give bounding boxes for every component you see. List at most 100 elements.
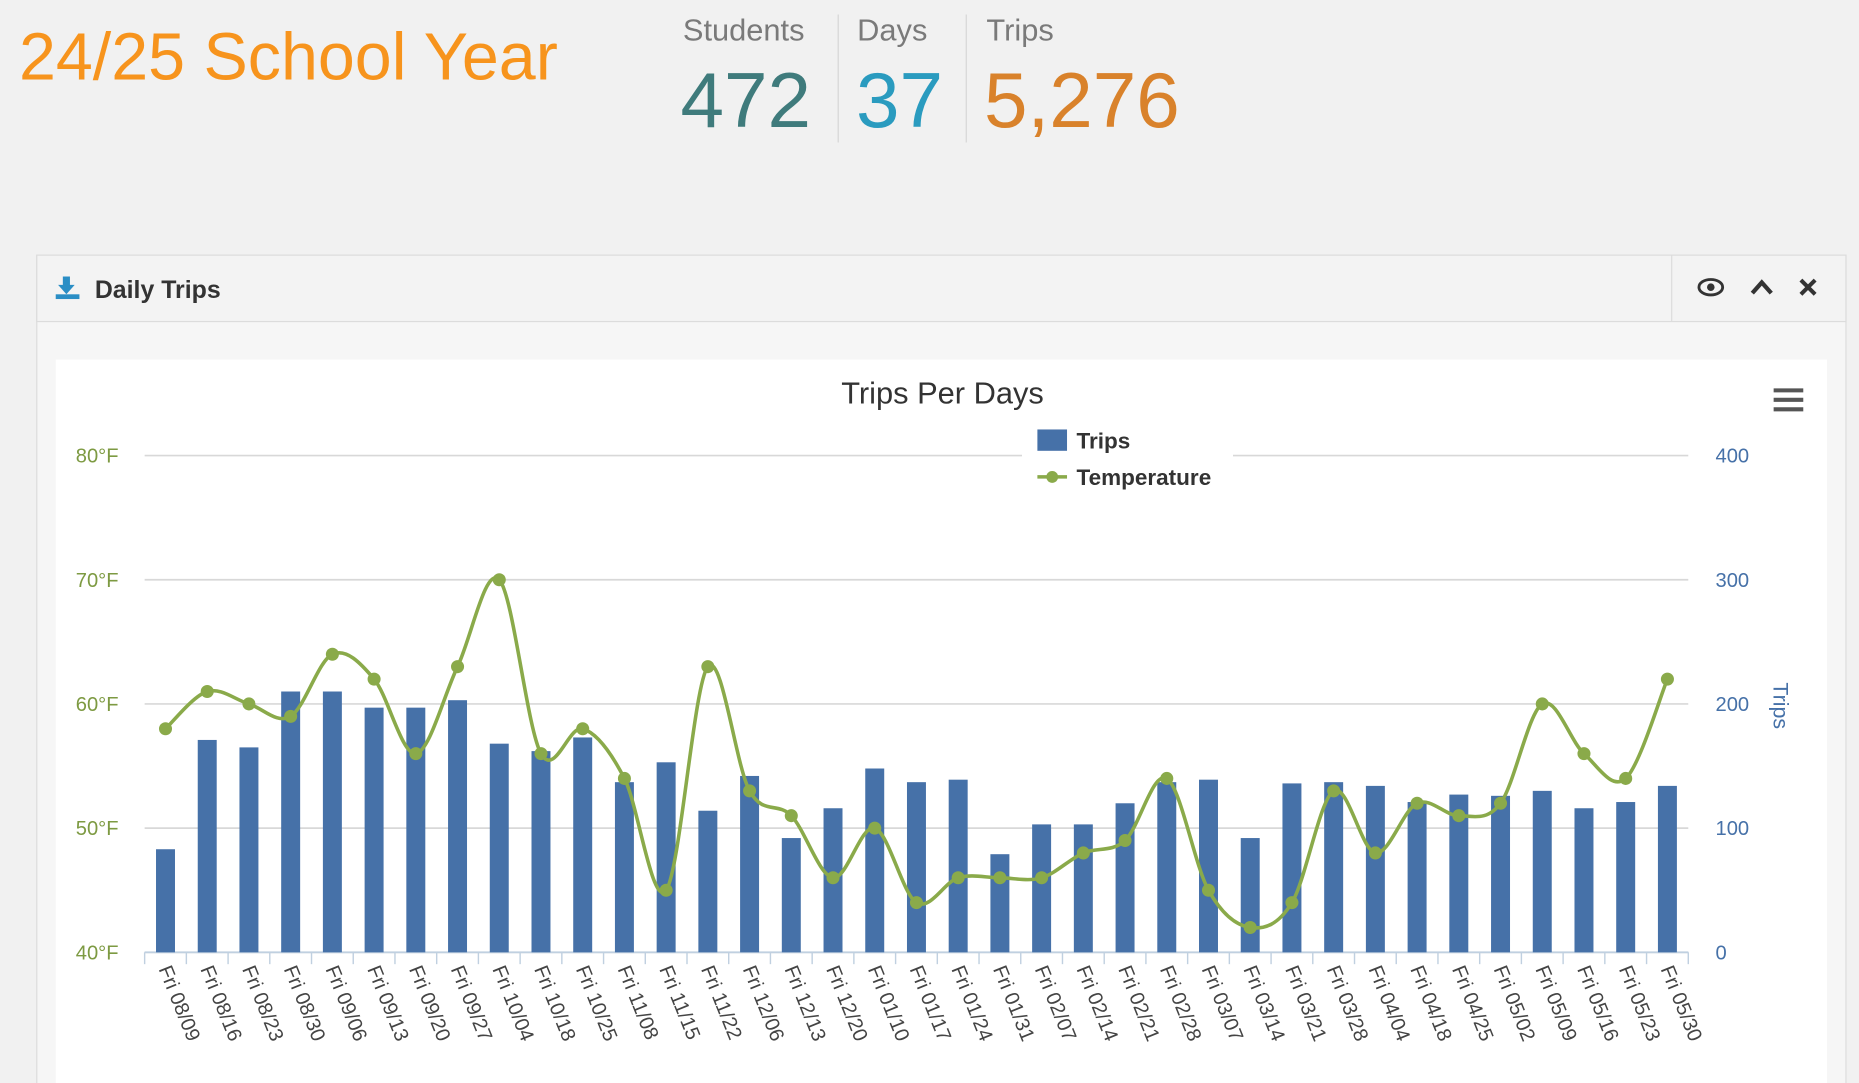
- bar: [448, 700, 468, 953]
- y-tick-label: 40°F: [76, 942, 119, 964]
- point: [951, 871, 965, 885]
- y-tick-label: 70°F: [76, 570, 119, 592]
- point: [451, 660, 465, 674]
- y-tick-label: 60°F: [76, 694, 119, 716]
- point: [1118, 834, 1132, 848]
- point: [576, 722, 590, 736]
- point: [492, 573, 506, 587]
- point: [367, 672, 381, 686]
- bar: [906, 782, 926, 953]
- bar: [281, 691, 301, 953]
- y2-tick-label: 100: [1716, 818, 1750, 840]
- point: [1660, 672, 1674, 686]
- point: [826, 871, 840, 885]
- bar: [948, 779, 968, 953]
- point: [534, 747, 548, 761]
- panel-title: Daily Trips: [95, 276, 221, 304]
- bar: [740, 775, 760, 953]
- bar: [489, 743, 509, 953]
- point: [1410, 796, 1424, 810]
- point: [784, 809, 798, 823]
- bar: [1407, 802, 1427, 953]
- point: [1285, 896, 1299, 910]
- point: [200, 684, 214, 699]
- point: [1243, 920, 1257, 934]
- y-tick-label: 80°F: [76, 446, 119, 468]
- stat-label: Trips: [986, 13, 1053, 48]
- y2-tick-label: 400: [1716, 446, 1750, 468]
- point: [1577, 747, 1591, 761]
- point: [325, 647, 339, 661]
- bar: [1449, 794, 1469, 953]
- bar: [239, 747, 259, 953]
- y-tick-label: 50°F: [76, 818, 119, 840]
- bar: [1365, 785, 1385, 953]
- page-title: 24/25 School Year: [19, 21, 558, 95]
- bar: [1240, 838, 1260, 953]
- panel-header: [36, 254, 1847, 323]
- y2-tick-label: 200: [1716, 694, 1750, 716]
- y2-axis-title: Trips: [1769, 682, 1793, 729]
- point: [1494, 796, 1508, 810]
- chart-title: Trips Per Days: [841, 375, 1044, 410]
- point: [909, 896, 923, 910]
- bar: [1657, 785, 1677, 953]
- point: [284, 709, 298, 723]
- bar: [1282, 783, 1302, 953]
- menu-icon[interactable]: [1773, 388, 1804, 412]
- bar: [865, 768, 885, 953]
- bar: [1532, 790, 1552, 953]
- bar: [531, 751, 551, 953]
- bar: [1199, 779, 1218, 953]
- bar: [781, 838, 801, 953]
- bar: [406, 707, 426, 953]
- point: [242, 697, 256, 711]
- bar: [1324, 782, 1344, 953]
- bar: [573, 737, 593, 953]
- bar: [322, 691, 342, 953]
- bar: [698, 810, 718, 953]
- bar: [1157, 782, 1177, 953]
- bar: [364, 707, 384, 953]
- point: [993, 871, 1007, 885]
- legend-label: Trips: [1077, 428, 1131, 453]
- y2-tick-label: 300: [1716, 570, 1750, 592]
- point: [409, 747, 423, 761]
- point: [1368, 846, 1382, 860]
- point: [1619, 771, 1633, 785]
- close-icon[interactable]: [1799, 278, 1817, 296]
- point: [701, 660, 715, 674]
- legend-label: Temperature: [1077, 465, 1212, 490]
- bar: [656, 762, 676, 953]
- point: [659, 883, 673, 897]
- point: [1076, 846, 1090, 860]
- bar: [156, 849, 175, 953]
- stat-label: Students: [683, 13, 805, 48]
- collapse-icon[interactable]: [1750, 279, 1773, 295]
- point: [1035, 871, 1049, 885]
- point: [1201, 883, 1216, 897]
- bar: [1115, 803, 1135, 953]
- download-icon[interactable]: [55, 276, 80, 300]
- stat-label: Days: [857, 13, 927, 48]
- bar: [1032, 824, 1052, 953]
- bar: [1616, 802, 1636, 953]
- bar: [990, 854, 1010, 953]
- eye-icon[interactable]: [1697, 278, 1725, 297]
- point: [1327, 784, 1341, 798]
- point: [743, 784, 757, 798]
- bar: [614, 782, 634, 953]
- bar: [1073, 824, 1093, 953]
- bar: [197, 739, 217, 953]
- stat-value: 5,276: [984, 56, 1180, 144]
- stat-value: 37: [856, 56, 943, 144]
- legend-swatch: [1046, 470, 1059, 483]
- bar: [1574, 808, 1594, 953]
- y2-tick-label: 0: [1716, 942, 1727, 964]
- legend-swatch: [1037, 429, 1068, 451]
- bar: [1491, 795, 1511, 953]
- point: [617, 771, 631, 785]
- point: [1452, 809, 1466, 823]
